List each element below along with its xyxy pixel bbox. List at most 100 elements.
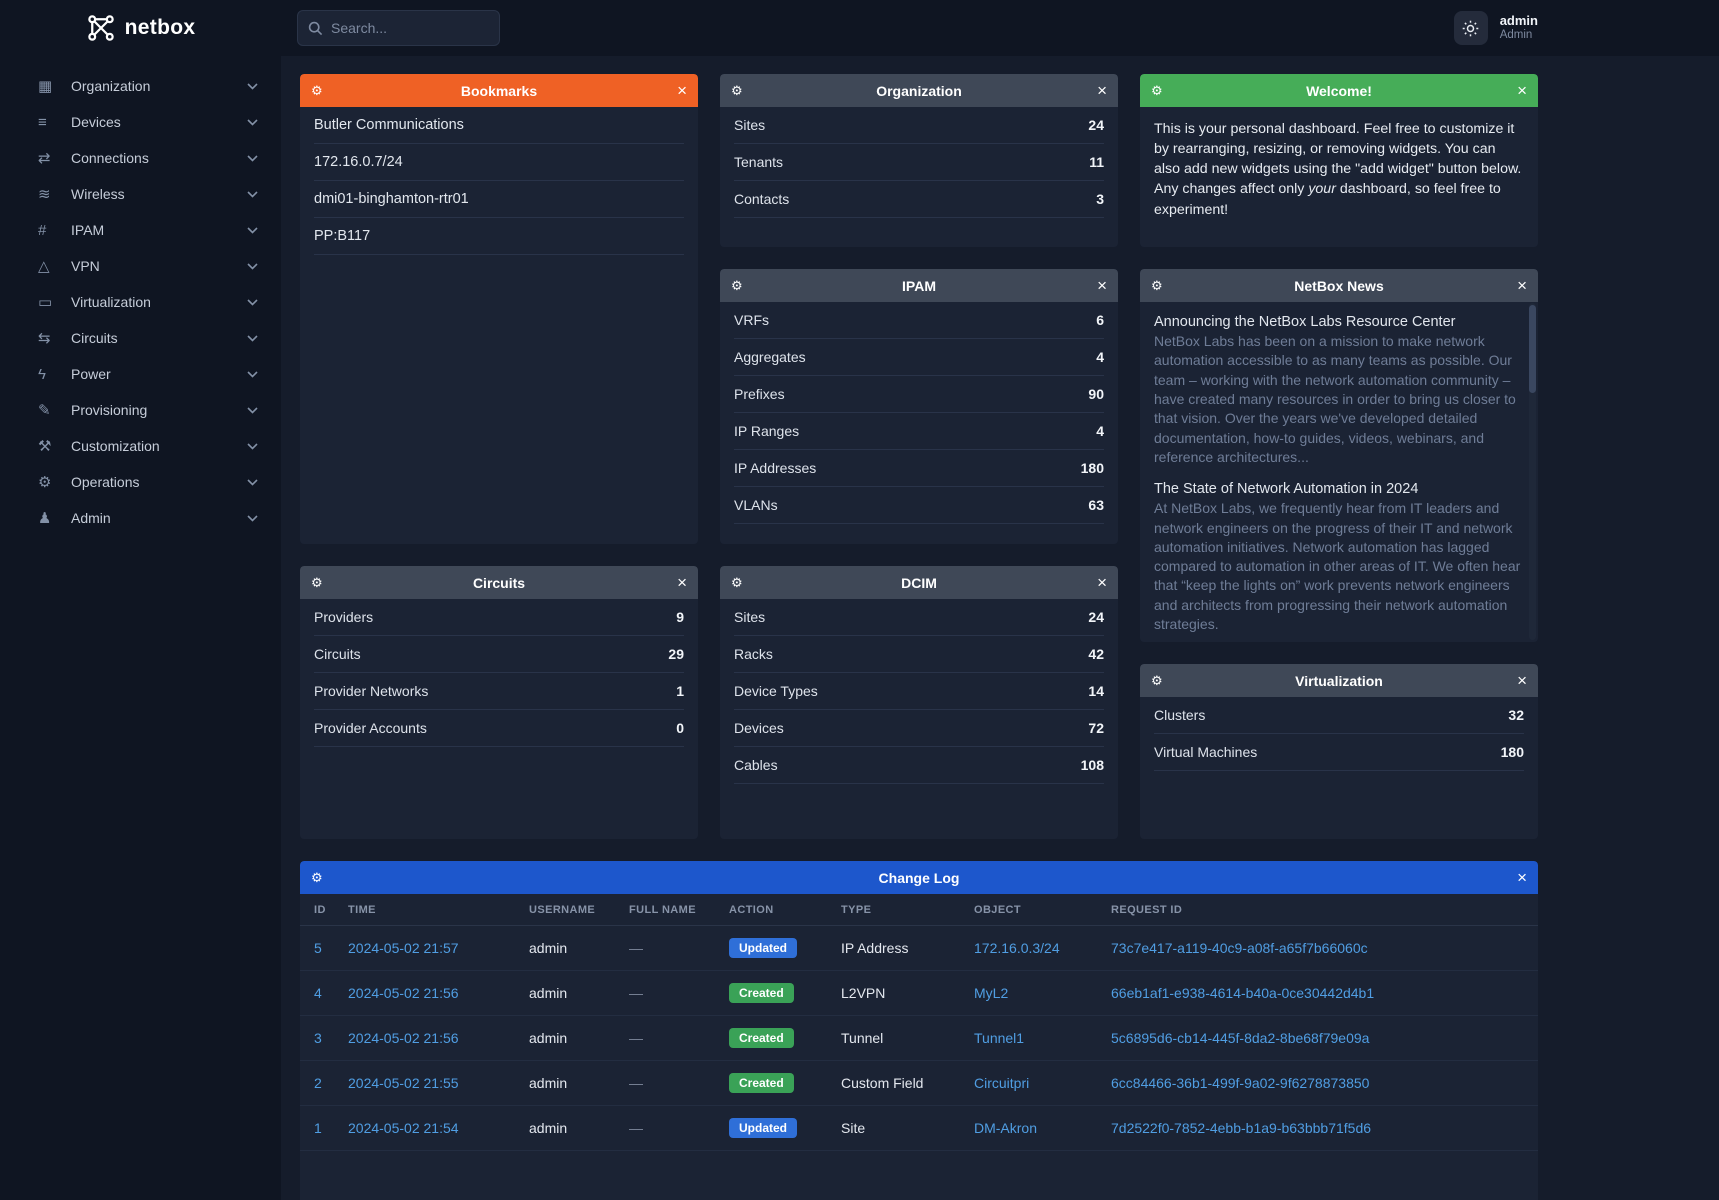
sidebar-item[interactable]: ⇄ Connections [0, 140, 281, 176]
sidebar-item-icon: ⇄ [38, 150, 51, 167]
sidebar-item[interactable]: ♟ Admin [0, 500, 281, 536]
change-object-link[interactable]: DM-Akron [974, 1120, 1038, 1136]
stat-row: Device Types 14 [734, 673, 1104, 710]
stat-link[interactable]: Devices [734, 720, 784, 736]
stat-link[interactable]: Device Types [734, 683, 818, 699]
stat-link[interactable]: Clusters [1154, 707, 1206, 723]
sidebar-item[interactable]: ϟ Power [0, 356, 281, 392]
stat-row: Circuits 29 [314, 636, 684, 673]
stat-link[interactable]: IP Ranges [734, 423, 800, 439]
change-id-link[interactable]: 2 [314, 1075, 322, 1091]
change-request-id-link[interactable]: 5c6895d6-cb14-445f-8da2-8be68f79e09a [1111, 1030, 1370, 1046]
sidebar-item[interactable]: ⚙ Operations [0, 464, 281, 500]
bookmark-item[interactable]: Butler Communications [314, 107, 684, 144]
user-menu[interactable]: admin Admin [1500, 13, 1538, 42]
sidebar-item[interactable]: ⇆ Circuits [0, 320, 281, 356]
stat-link[interactable]: Providers [314, 609, 374, 625]
stat-link[interactable]: Prefixes [734, 386, 785, 402]
change-time-link[interactable]: 2024-05-02 21:57 [348, 940, 459, 956]
sidebar-item[interactable]: ✎ Provisioning [0, 392, 281, 428]
change-type: Tunnel [841, 1030, 884, 1046]
sidebar-item-icon: # [38, 221, 47, 239]
gear-icon[interactable]: ⚙ [1151, 82, 1163, 98]
stat-value: 4 [1096, 423, 1104, 439]
gear-icon[interactable]: ⚙ [311, 869, 323, 885]
change-object-link[interactable]: Tunnel1 [974, 1030, 1025, 1046]
stat-link[interactable]: Circuits [314, 646, 361, 662]
gear-icon[interactable]: ⚙ [731, 82, 743, 98]
close-icon[interactable]: × [1517, 276, 1527, 295]
sidebar-item[interactable]: ▦ Organization [0, 68, 281, 104]
sidebar-item[interactable]: ≋ Wireless [0, 176, 281, 212]
close-icon[interactable]: × [1097, 81, 1107, 100]
sidebar-item[interactable]: ≡ Devices [0, 104, 281, 140]
theme-toggle-button[interactable] [1453, 11, 1488, 45]
chevron-down-icon [247, 82, 259, 90]
scrollbar-track[interactable] [1529, 303, 1536, 640]
brand-name: netbox [124, 16, 196, 39]
stat-link[interactable]: Racks [734, 646, 773, 662]
close-icon[interactable]: × [1517, 868, 1527, 887]
search-input[interactable] [331, 20, 489, 36]
gear-icon[interactable]: ⚙ [731, 277, 743, 293]
sidebar-item[interactable]: ⚒ Customization [0, 428, 281, 464]
change-request-id-link[interactable]: 73c7e417-a119-40c9-a08f-a65f7b66060c [1111, 940, 1368, 956]
widget-netbox-news: ⚙ NetBox News × Announcing the NetBox La… [1140, 269, 1538, 642]
change-time-link[interactable]: 2024-05-02 21:55 [348, 1075, 459, 1091]
gear-icon[interactable]: ⚙ [1151, 672, 1163, 688]
news-article-link[interactable]: Announcing the NetBox Labs Resource Cent… [1154, 314, 1456, 330]
search-box[interactable] [297, 10, 500, 46]
netbox-logo[interactable]: netbox [0, 0, 281, 56]
widget-circuits: ⚙ Circuits × Providers 9 [300, 566, 698, 839]
stat-link[interactable]: VRFs [734, 312, 769, 328]
news-article-link[interactable]: The State of Network Automation in 2024 [1154, 481, 1419, 498]
gear-icon[interactable]: ⚙ [311, 574, 323, 590]
change-request-id-link[interactable]: 6cc84466-36b1-499f-9a02-9f6278873850 [1111, 1075, 1370, 1091]
stat-link[interactable]: Provider Accounts [314, 720, 427, 736]
stat-link[interactable]: Cables [734, 757, 778, 773]
bookmark-item[interactable]: PP:B117 [314, 218, 684, 255]
change-object-link[interactable]: MyL2 [974, 985, 1009, 1001]
stat-link[interactable]: Aggregates [734, 349, 806, 365]
stat-link[interactable]: Sites [734, 609, 766, 625]
gear-icon[interactable]: ⚙ [311, 82, 323, 98]
sidebar-item[interactable]: # IPAM [0, 212, 281, 248]
gear-icon[interactable]: ⚙ [731, 574, 743, 590]
stat-link[interactable]: Virtual Machines [1154, 744, 1258, 760]
stat-link[interactable]: IP Addresses [734, 460, 817, 476]
scrollbar-thumb[interactable] [1529, 305, 1536, 393]
bookmark-item[interactable]: 172.16.0.7/24 [314, 144, 684, 181]
sidebar-item[interactable]: ▭ Virtualization [0, 284, 281, 320]
stat-link[interactable]: Contacts [734, 191, 790, 207]
change-id-link[interactable]: 3 [314, 1030, 322, 1046]
close-icon[interactable]: × [1097, 276, 1107, 295]
close-icon[interactable]: × [1517, 81, 1527, 100]
close-icon[interactable]: × [677, 573, 687, 592]
change-time-link[interactable]: 2024-05-02 21:56 [348, 1030, 459, 1046]
change-request-id-link[interactable]: 66eb1af1-e938-4614-b40a-0ce30442d4b1 [1111, 985, 1375, 1001]
sidebar-item-label: VPN [71, 258, 100, 274]
stat-link[interactable]: VLANs [734, 497, 778, 513]
change-object-link[interactable]: 172.16.0.3/24 [974, 940, 1060, 956]
change-id-link[interactable]: 1 [314, 1120, 322, 1136]
welcome-text-part: dashboard, so feel free to experiment! [1154, 181, 1501, 218]
change-time-link[interactable]: 2024-05-02 21:54 [348, 1120, 459, 1136]
close-icon[interactable]: × [1517, 671, 1527, 690]
news-article-body: At NetBox Labs, we frequently hear from … [1154, 500, 1521, 633]
change-id-link[interactable]: 4 [314, 985, 322, 1001]
stat-row: Prefixes 90 [734, 376, 1104, 413]
stat-link[interactable]: Tenants [734, 154, 784, 170]
change-time-link[interactable]: 2024-05-02 21:56 [348, 985, 459, 1001]
close-icon[interactable]: × [1097, 573, 1107, 592]
stat-link[interactable]: Provider Networks [314, 683, 429, 699]
change-request-id-link[interactable]: 7d2522f0-7852-4ebb-b1a9-b63bbb71f5d6 [1111, 1120, 1372, 1136]
bookmark-item[interactable]: dmi01-binghamton-rtr01 [314, 181, 684, 218]
topbar: admin Admin [281, 0, 1719, 56]
stat-row: Tenants 11 [734, 144, 1104, 181]
close-icon[interactable]: × [677, 81, 687, 100]
sidebar-item[interactable]: △ VPN [0, 248, 281, 284]
change-object-link[interactable]: Circuitpri [974, 1075, 1030, 1091]
stat-link[interactable]: Sites [734, 117, 766, 133]
change-id-link[interactable]: 5 [314, 940, 322, 956]
gear-icon[interactable]: ⚙ [1151, 277, 1163, 293]
